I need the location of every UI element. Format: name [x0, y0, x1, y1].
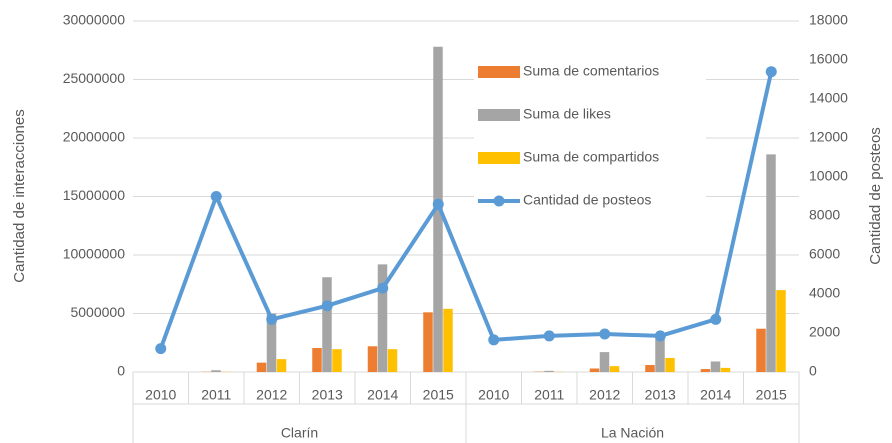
- y2-tick-label: 8000: [809, 207, 840, 223]
- x-tick-label: 2014: [367, 387, 398, 403]
- bar: [332, 349, 342, 372]
- legend-swatch: [478, 152, 520, 164]
- bar: [312, 348, 322, 372]
- bar: [387, 349, 398, 372]
- legend-swatch: [478, 109, 520, 121]
- y2-tick-label: 4000: [809, 285, 840, 301]
- line-marker: [765, 66, 777, 78]
- y-tick-label: 10000000: [63, 246, 126, 262]
- bar: [322, 277, 332, 372]
- line: [158, 71, 774, 350]
- x-tick-label: 2015: [423, 387, 454, 403]
- legend-box: [474, 54, 706, 226]
- bar: [256, 362, 267, 372]
- line-marker: [710, 313, 722, 325]
- line-marker: [599, 328, 611, 340]
- bar: [766, 154, 776, 372]
- line-marker: [488, 334, 500, 346]
- x-tick-label: 2015: [756, 387, 787, 403]
- x-tick-label: 2011: [534, 387, 564, 403]
- y2-tick-label: 10000: [809, 168, 848, 184]
- bar: [720, 367, 731, 372]
- y2-axis-label: Cantidad de posteos: [867, 127, 884, 265]
- y-tick-label: 15000000: [63, 187, 126, 203]
- bar: [443, 308, 453, 372]
- bar: [589, 368, 600, 372]
- bar: [276, 359, 287, 372]
- y2-tick-label: 14000: [809, 90, 848, 106]
- line-marker: [321, 300, 333, 312]
- x-tick-label: 2013: [645, 387, 676, 403]
- line-marker: [266, 313, 278, 325]
- legend-marker: [493, 195, 505, 207]
- line-marker: [155, 343, 167, 355]
- bar: [377, 264, 388, 372]
- legend-label: Cantidad de posteos: [523, 192, 651, 208]
- legend-label: Suma de likes: [523, 106, 611, 122]
- bar: [776, 290, 786, 372]
- x-tick-label: 2014: [700, 387, 731, 403]
- line-marker: [432, 198, 444, 210]
- y2-tick-label: 2000: [809, 324, 840, 340]
- line-marker: [210, 191, 222, 202]
- bar: [609, 366, 620, 372]
- y2-tick-label: 16000: [809, 51, 848, 67]
- bar: [599, 352, 610, 372]
- line-marker: [543, 330, 555, 342]
- bar: [665, 357, 675, 372]
- y-axis-label: Cantidad de interacciones: [11, 109, 28, 282]
- bar: [645, 364, 655, 372]
- y2-tick-label: 18000: [809, 12, 848, 28]
- bar: [544, 370, 554, 372]
- y-tick-label: 25000000: [63, 70, 126, 86]
- bar: [700, 369, 711, 372]
- y2-tick-label: 12000: [809, 129, 848, 145]
- x-tick-label: 2010: [478, 387, 509, 403]
- x-tick-label: 2010: [145, 387, 176, 403]
- bar: [367, 346, 378, 372]
- group-label: Clarín: [281, 425, 318, 441]
- x-tick-label: 2012: [589, 387, 620, 403]
- legend-swatch: [478, 66, 520, 78]
- legend-label: Suma de compartidos: [523, 149, 659, 165]
- bar: [266, 313, 277, 372]
- line-marker: [654, 330, 666, 342]
- x-tick-label: 2012: [256, 387, 287, 403]
- bar: [211, 370, 221, 372]
- bar: [655, 336, 665, 372]
- y-tick-label: 20000000: [63, 129, 126, 145]
- x-tick-label: 2013: [312, 387, 343, 403]
- bar: [423, 312, 433, 372]
- y-tick-label: 0: [117, 363, 125, 379]
- bar: [710, 361, 721, 372]
- bar: [756, 328, 766, 372]
- y-tick-label: 5000000: [70, 304, 125, 320]
- y2-tick-label: 0: [809, 363, 817, 379]
- x-tick-label: 2011: [201, 387, 231, 403]
- y2-tick-label: 6000: [809, 246, 840, 262]
- line-marker: [377, 282, 389, 294]
- y-tick-label: 30000000: [63, 12, 126, 28]
- legend-label: Suma de comentarios: [523, 63, 659, 79]
- group-label: La Nación: [601, 425, 664, 441]
